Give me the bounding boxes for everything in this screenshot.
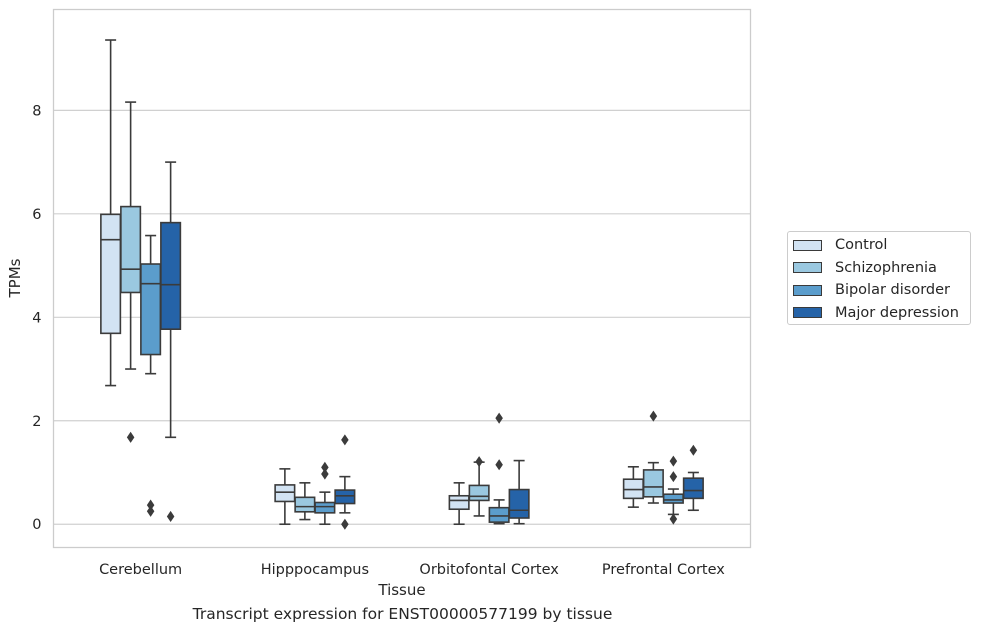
box bbox=[294, 496, 316, 513]
box bbox=[662, 493, 684, 504]
box bbox=[120, 205, 142, 294]
box-plot bbox=[140, 234, 162, 517]
x-tick-label: Hipppocampus bbox=[261, 562, 369, 578]
series-control bbox=[100, 39, 644, 526]
box-plot bbox=[334, 434, 356, 530]
box bbox=[448, 494, 470, 511]
series-bipolar-disorder bbox=[140, 234, 684, 526]
box-plot bbox=[120, 101, 142, 443]
y-tick-label: 0 bbox=[32, 517, 41, 533]
outlier-point bbox=[669, 513, 678, 525]
box-series bbox=[100, 39, 704, 530]
y-tick-label: 2 bbox=[32, 414, 41, 430]
y-tick-label: 6 bbox=[32, 207, 41, 223]
plot-frame bbox=[52, 8, 752, 549]
box-plot bbox=[160, 161, 182, 522]
outlier-point bbox=[495, 412, 503, 424]
legend-label-schizophrenia: Schizophrenia bbox=[835, 259, 937, 276]
x-tick-label: Prefrontal Cortex bbox=[602, 562, 725, 578]
x-axis-label: Tissue bbox=[377, 581, 425, 599]
legend-swatch-control bbox=[793, 239, 822, 251]
series-schizophrenia bbox=[120, 101, 664, 521]
legend-item-bipolar-disorder: Bipolar disorder bbox=[793, 280, 950, 300]
legend: Control Schizophrenia Bipolar disorder M… bbox=[787, 231, 971, 325]
y-tick-label: 8 bbox=[32, 103, 41, 119]
box bbox=[274, 484, 296, 503]
legend-swatch-schizophrenia bbox=[793, 262, 822, 273]
outlier-point bbox=[649, 410, 658, 422]
box-plot bbox=[448, 482, 470, 526]
legend-swatch-major-depression bbox=[793, 307, 822, 318]
box bbox=[642, 469, 664, 498]
box-plot bbox=[622, 465, 644, 508]
outlier-point bbox=[341, 518, 349, 530]
box-plot bbox=[642, 410, 664, 504]
box bbox=[682, 477, 704, 500]
legend-label-control: Control bbox=[835, 237, 888, 253]
legend-swatch-bipolar-disorder bbox=[793, 284, 822, 296]
outlier-point bbox=[166, 510, 175, 522]
outlier-point bbox=[495, 459, 503, 471]
box bbox=[488, 506, 510, 523]
box-plot bbox=[314, 461, 336, 526]
box-plot bbox=[488, 412, 510, 525]
y-axis-ticks: 0 2 4 6 8 bbox=[32, 103, 41, 533]
legend-item-schizophrenia: Schizophrenia bbox=[793, 258, 937, 278]
legend-item-major-depression: Major depression bbox=[793, 303, 959, 323]
box bbox=[140, 263, 162, 356]
legend-label-major-depression: Major depression bbox=[835, 304, 959, 321]
legend-item-control: Control bbox=[793, 235, 887, 255]
outlier-point bbox=[475, 456, 483, 468]
outlier-point bbox=[669, 455, 678, 467]
box bbox=[508, 488, 530, 519]
series-major-depression bbox=[160, 161, 704, 530]
y-tick-label: 4 bbox=[32, 310, 41, 326]
box bbox=[100, 213, 122, 335]
outlier-point bbox=[341, 434, 349, 446]
outlier-point bbox=[321, 468, 329, 480]
x-tick-label: Orbitofontal Cortex bbox=[419, 562, 559, 578]
x-tick-label: Cerebellum bbox=[99, 562, 182, 578]
chart-caption: Transcript expression for ENST0000057719… bbox=[192, 605, 613, 623]
box bbox=[334, 489, 356, 505]
box bbox=[468, 484, 490, 502]
box bbox=[160, 221, 182, 330]
box-plot bbox=[508, 459, 530, 525]
y-axis-label: TPMs bbox=[6, 258, 24, 298]
outlier-point bbox=[126, 431, 135, 443]
box-plot bbox=[662, 455, 684, 525]
legend-label-bipolar-disorder: Bipolar disorder bbox=[835, 282, 950, 298]
outlier-point bbox=[146, 505, 155, 517]
box-plot bbox=[682, 444, 704, 512]
box-plot bbox=[274, 468, 296, 526]
outlier-point bbox=[669, 471, 678, 483]
box bbox=[314, 501, 336, 514]
box-plot bbox=[100, 39, 122, 387]
x-axis-ticks: Cerebellum Hipppocampus Orbitofontal Corte… bbox=[99, 562, 725, 578]
box-plot bbox=[468, 456, 490, 517]
box-plot bbox=[294, 482, 316, 521]
outlier-point bbox=[689, 444, 698, 456]
